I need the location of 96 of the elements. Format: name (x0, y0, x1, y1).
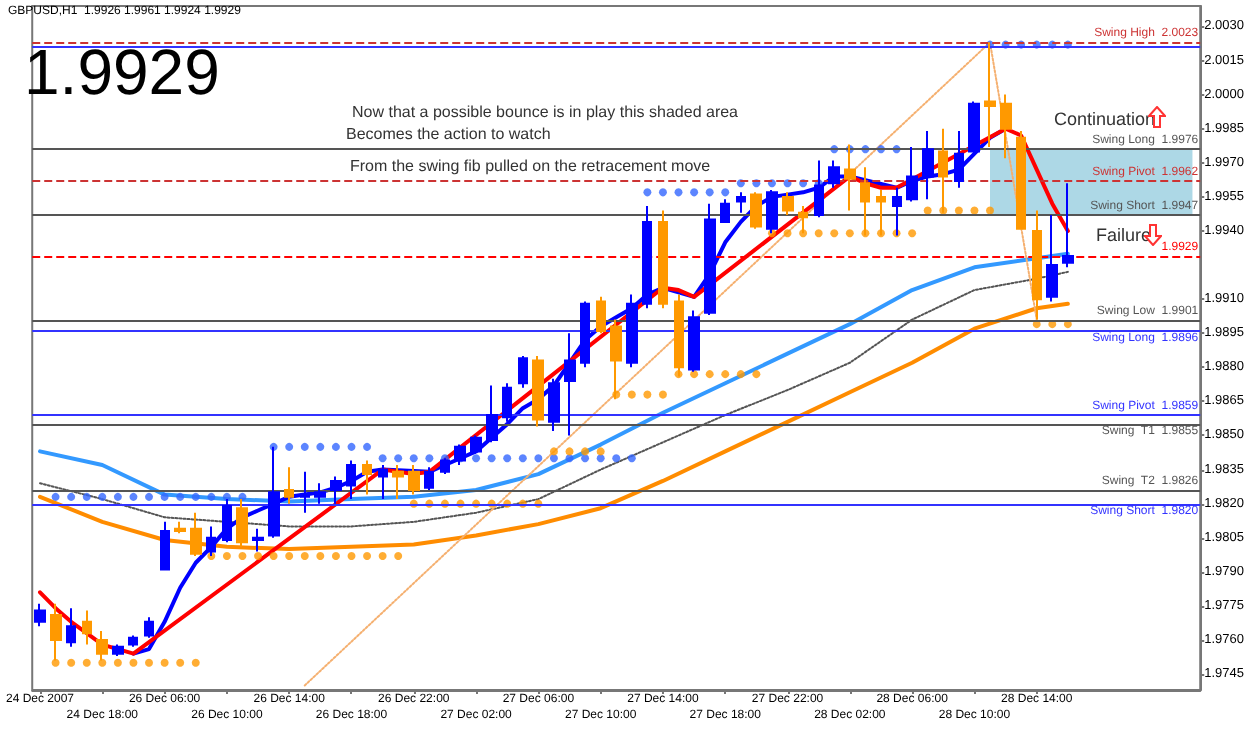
point (98, 492, 107, 501)
candlestick (112, 643, 124, 657)
candlestick (532, 354, 544, 428)
candlestick (34, 602, 46, 628)
point (378, 454, 387, 463)
candlestick (766, 189, 778, 235)
point (316, 442, 325, 451)
candlestick (626, 293, 638, 369)
point (658, 188, 667, 197)
point (363, 442, 372, 451)
annotation: Now that a possible bounce is in play this shaded area (352, 103, 740, 121)
point (690, 188, 699, 197)
candlestick (268, 445, 280, 539)
candlestick (658, 209, 668, 310)
candlestick (378, 464, 388, 501)
point (581, 454, 590, 463)
point (503, 454, 512, 463)
point (82, 492, 91, 501)
candlestick (470, 434, 482, 455)
point (534, 454, 543, 463)
point (191, 492, 200, 501)
point (176, 492, 185, 501)
candlestick (782, 191, 794, 217)
point (347, 442, 356, 451)
candlestick (160, 520, 170, 571)
point (472, 454, 481, 463)
candlestick (206, 525, 216, 557)
candlestick (736, 191, 746, 214)
point (285, 442, 294, 451)
candlestick (1032, 209, 1042, 321)
point (565, 454, 574, 463)
candlestick (596, 295, 606, 335)
point (394, 454, 403, 463)
point (721, 188, 730, 197)
candlestick (564, 332, 576, 437)
candlestick (1046, 214, 1058, 303)
candlestick (906, 145, 918, 203)
candlestick (828, 159, 840, 189)
point (300, 442, 309, 451)
candlestick (82, 609, 92, 646)
candlestick (440, 457, 450, 476)
candlestick (642, 204, 652, 310)
point (487, 454, 496, 463)
point (129, 492, 138, 501)
candlestick (190, 511, 202, 557)
candlestick (392, 464, 404, 501)
point (331, 442, 340, 451)
point (409, 454, 418, 463)
candlestick (346, 459, 356, 501)
candlestick (1016, 129, 1026, 230)
candlestick (486, 384, 498, 444)
candlestick (284, 466, 294, 505)
annotation: From the swing fib pulled on the retracement move (350, 157, 712, 175)
candlestick (128, 634, 138, 648)
line-series (38, 301, 1070, 552)
candlestick (66, 607, 76, 648)
point (207, 492, 216, 501)
point (518, 454, 527, 463)
point (67, 492, 76, 501)
point (51, 492, 60, 501)
annotation: Failure (1096, 225, 1152, 245)
point (643, 188, 652, 197)
candlestick (502, 382, 512, 423)
candlestick (408, 464, 420, 496)
point (596, 454, 605, 463)
annotation: Continuation (1054, 109, 1156, 129)
candlestick (704, 202, 716, 317)
candlestick (750, 191, 762, 230)
candlestick (1000, 93, 1012, 160)
point (674, 188, 683, 197)
candlestick (798, 204, 808, 235)
point (705, 188, 714, 197)
line-series (38, 251, 1070, 504)
candlestick (424, 466, 434, 492)
point (549, 454, 558, 463)
point (612, 454, 621, 463)
candlestick (580, 300, 590, 369)
annotation: 1.9929 (24, 36, 220, 108)
candlestick (518, 354, 528, 389)
candlestick (1062, 182, 1074, 269)
candlestick (314, 482, 326, 505)
point (160, 492, 169, 501)
candlestick (362, 459, 372, 496)
candlestick (330, 475, 342, 505)
point (145, 492, 154, 501)
point (113, 492, 122, 501)
candlestick (300, 470, 310, 514)
point (238, 492, 247, 501)
point (425, 454, 434, 463)
candlestick (548, 377, 560, 432)
point (627, 454, 636, 463)
annotation: Becomes the action to watch (346, 125, 551, 143)
candlestick (144, 616, 154, 639)
candlestick (720, 198, 730, 223)
point (222, 492, 231, 501)
candlestick (174, 520, 186, 535)
